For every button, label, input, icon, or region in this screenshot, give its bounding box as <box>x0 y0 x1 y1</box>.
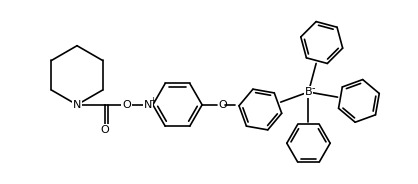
Text: N: N <box>73 100 81 110</box>
Text: +: + <box>149 96 156 105</box>
Text: O: O <box>100 125 109 135</box>
Text: O: O <box>219 100 227 110</box>
Text: B: B <box>305 87 312 97</box>
Text: O: O <box>122 100 131 110</box>
Text: -: - <box>312 83 315 93</box>
Text: N: N <box>144 100 152 110</box>
